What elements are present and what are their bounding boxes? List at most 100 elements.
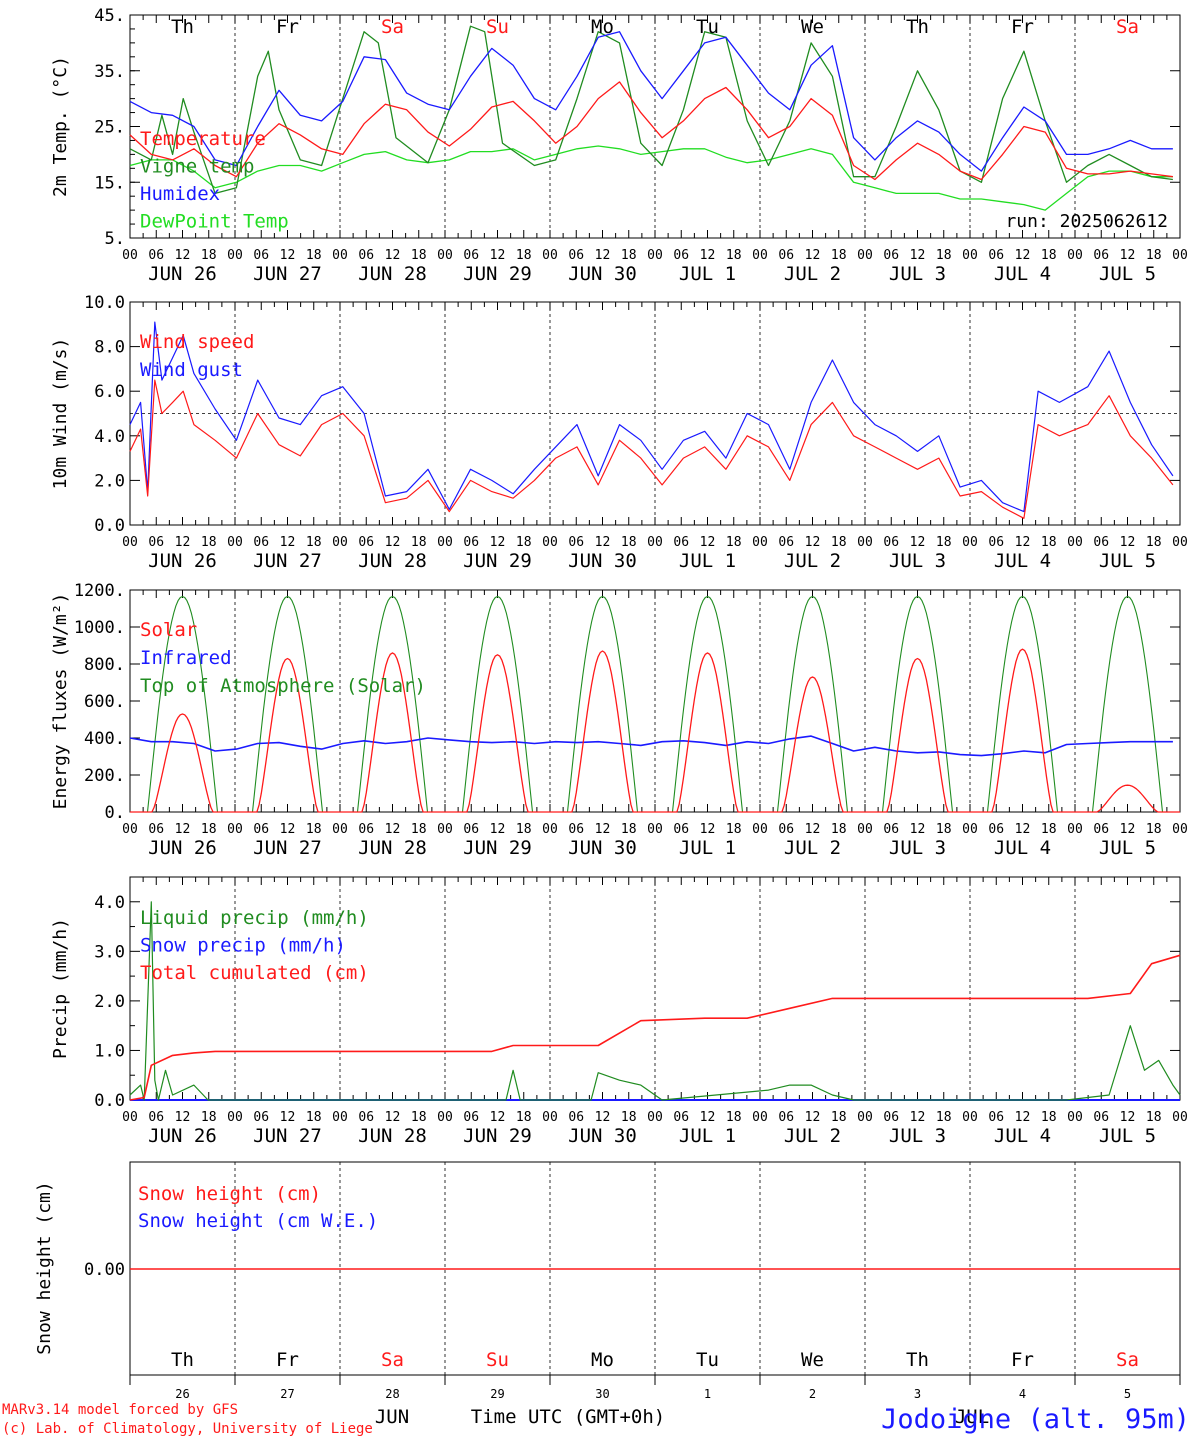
- hour-tick-label: 12: [1015, 535, 1031, 550]
- hour-tick-label: 06: [568, 822, 584, 837]
- hour-tick-label: 00: [962, 1110, 978, 1125]
- hour-tick-label: 18: [1041, 822, 1057, 837]
- weekday-label: Sa: [381, 1349, 404, 1371]
- hour-tick-label: 06: [778, 535, 794, 550]
- hour-tick-label: 06: [883, 822, 899, 837]
- hour-tick-label: 00: [332, 535, 348, 550]
- date-label: JUL 2: [784, 263, 841, 285]
- hour-tick-label: 18: [726, 248, 742, 263]
- hour-tick-label: 06: [148, 248, 164, 263]
- hour-tick-label: 06: [1093, 822, 1109, 837]
- panel-5: 0.00 Snow height (cm) Snow height (cm) Snow…: [34, 1161, 1181, 1401]
- hour-tick-label: 00: [437, 535, 453, 550]
- hour-tick-label: 06: [568, 248, 584, 263]
- hour-tick-label: 18: [516, 248, 532, 263]
- hour-tick-label: 18: [1146, 1110, 1162, 1125]
- hour-tick-label: 06: [1093, 1110, 1109, 1125]
- legend-entry: Wind gust: [140, 359, 243, 381]
- hour-tick-label: 18: [306, 248, 322, 263]
- hour-tick-label: 06: [253, 822, 269, 837]
- hour-tick-label: 06: [148, 822, 164, 837]
- date-label: JUN 28: [358, 837, 427, 859]
- weekday-label: Mo: [591, 1349, 614, 1371]
- date-label: JUL 3: [889, 550, 946, 572]
- hour-tick-label: 12: [1015, 1110, 1031, 1125]
- hour-tick-label: 06: [673, 248, 689, 263]
- hour-tick-label: 00: [857, 248, 873, 263]
- hour-tick-label: 18: [621, 822, 637, 837]
- y-tick-label: 3.0: [94, 942, 125, 962]
- legend-entry: Infrared: [140, 647, 232, 669]
- hour-tick-label: 12: [595, 248, 611, 263]
- date-label: JUL 3: [889, 1125, 946, 1147]
- hour-tick-label: 18: [516, 1110, 532, 1125]
- hour-tick-label: 12: [700, 535, 716, 550]
- hour-tick-label: 18: [1146, 248, 1162, 263]
- y-tick-label: 5.: [105, 229, 125, 249]
- date-label: JUL 2: [784, 1125, 841, 1147]
- y-tick-label: 25.: [94, 118, 125, 138]
- hour-tick-label: 18: [831, 248, 847, 263]
- y-tick-label: 200.: [84, 766, 125, 786]
- hour-tick-label: 06: [463, 248, 479, 263]
- date-label: JUN 27: [253, 550, 322, 572]
- hour-tick-label: 00: [122, 535, 138, 550]
- weekday-label: Su: [486, 16, 509, 38]
- hour-tick-label: 18: [726, 822, 742, 837]
- hour-tick-label: 06: [253, 535, 269, 550]
- date-label: JUN 26: [148, 1125, 217, 1147]
- hour-tick-label: 12: [595, 1110, 611, 1125]
- y-tick-label: 2.0: [94, 471, 125, 491]
- y-tick-label: 0.0: [94, 516, 125, 536]
- y-axis-title: Snow height (cm): [34, 1181, 55, 1354]
- hour-tick-label: 00: [1067, 248, 1083, 263]
- hour-tick-label: 06: [883, 1110, 899, 1125]
- hour-tick-label: 12: [175, 1110, 191, 1125]
- weekday-label: Mo: [591, 16, 614, 38]
- hour-tick-label: 00: [122, 822, 138, 837]
- y-tick-label: 1000.: [74, 618, 125, 638]
- hour-tick-label: 18: [411, 535, 427, 550]
- date-label: JUL 3: [889, 263, 946, 285]
- run-label: run: 2025062612: [1005, 211, 1168, 232]
- hour-tick-label: 00: [1067, 822, 1083, 837]
- hour-tick-label: 12: [280, 535, 296, 550]
- legend-entry: Total cumulated (cm): [140, 962, 369, 984]
- time-axis-label: Time UTC (GMT+0h): [471, 1406, 665, 1428]
- hour-tick-label: 00: [647, 535, 663, 550]
- hour-tick-label: 18: [411, 822, 427, 837]
- weekday-label: Su: [486, 1349, 509, 1371]
- hour-tick-label: 00: [962, 822, 978, 837]
- hour-tick-label: 06: [358, 535, 374, 550]
- hour-tick-label: 12: [1015, 248, 1031, 263]
- day-number-label: 27: [280, 1387, 294, 1401]
- hour-tick-label: 00: [1172, 822, 1188, 837]
- hour-tick-label: 18: [1146, 535, 1162, 550]
- legend-entry: DewPoint Temp: [140, 211, 289, 233]
- date-label: JUN 29: [463, 837, 532, 859]
- hour-tick-label: 06: [1093, 535, 1109, 550]
- hour-tick-label: 12: [1015, 822, 1031, 837]
- hour-tick-label: 12: [175, 822, 191, 837]
- hour-tick-label: 00: [332, 248, 348, 263]
- hour-tick-label: 12: [700, 248, 716, 263]
- hour-tick-label: 06: [988, 1110, 1004, 1125]
- hour-tick-label: 12: [595, 822, 611, 837]
- weekday-label: Sa: [381, 16, 404, 38]
- weekday-label: Sa: [1116, 16, 1139, 38]
- hour-tick-label: 18: [306, 535, 322, 550]
- y-tick-label: 6.0: [94, 382, 125, 402]
- hour-tick-label: 00: [857, 535, 873, 550]
- hour-tick-label: 00: [227, 248, 243, 263]
- date-label: JUN 30: [568, 550, 637, 572]
- weekday-label: Th: [171, 16, 194, 38]
- hour-tick-label: 12: [805, 822, 821, 837]
- hour-tick-label: 18: [201, 535, 217, 550]
- hour-tick-label: 06: [1093, 248, 1109, 263]
- station-label: Jodoigne (alt. 95m): [881, 1404, 1190, 1435]
- y-axis-title: 2m Temp. (°C): [50, 56, 71, 197]
- hour-tick-label: 18: [936, 1110, 952, 1125]
- date-label: JUN 28: [358, 550, 427, 572]
